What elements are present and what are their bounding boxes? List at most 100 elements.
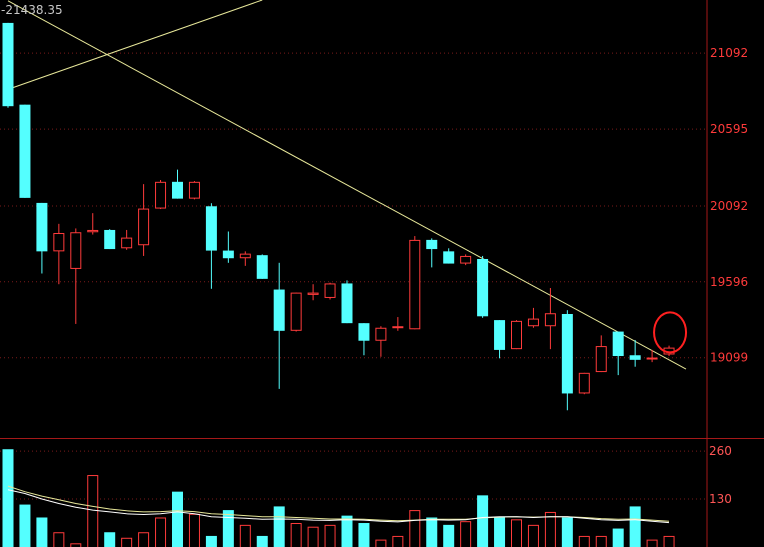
candle	[222, 231, 234, 263]
candle-body	[341, 283, 353, 324]
volume-bar	[426, 517, 438, 547]
candle	[307, 284, 319, 301]
candle-body	[392, 326, 404, 329]
volume-bar	[341, 515, 353, 547]
candle	[392, 317, 404, 331]
candle-body	[307, 292, 319, 295]
candle	[646, 349, 658, 363]
volume-bar	[2, 449, 14, 547]
trendline	[7, 0, 263, 90]
volume-bar	[612, 528, 624, 547]
candle-body	[273, 289, 285, 331]
candle	[375, 326, 387, 357]
candle-body	[172, 181, 183, 199]
candle-body	[290, 292, 302, 331]
volume-bar	[375, 539, 387, 547]
volume-bar	[290, 523, 302, 547]
candle-body	[222, 250, 234, 259]
volume-bar	[138, 532, 150, 547]
volume-bar	[273, 506, 285, 547]
candle	[188, 181, 200, 200]
candle	[2, 22, 14, 108]
price-tick-label: 19099	[710, 351, 748, 365]
candle	[87, 213, 99, 235]
volume-bars	[2, 449, 675, 547]
candle	[443, 248, 455, 264]
candle-body	[138, 208, 150, 246]
candle-body	[443, 251, 455, 264]
candle-body	[87, 229, 99, 233]
candle-body	[511, 320, 522, 350]
volume-bar	[494, 517, 506, 547]
volume-bar	[70, 543, 82, 547]
candle-body	[239, 253, 251, 259]
candle	[511, 320, 522, 350]
candle	[595, 335, 607, 373]
candle-body	[426, 239, 438, 250]
volume-bar	[460, 521, 472, 547]
candle-body	[646, 357, 658, 360]
volume-tick-label: 260	[709, 444, 732, 458]
candle-body	[612, 331, 624, 357]
volume-bar	[239, 524, 251, 547]
candle-body	[477, 258, 489, 317]
price-tick-label: 19596	[710, 275, 748, 289]
candle-body	[324, 283, 336, 298]
volume-bar	[36, 517, 48, 547]
candle-body	[121, 237, 133, 249]
volume-tick-labels: 260 130	[709, 444, 732, 506]
candle	[256, 254, 268, 279]
candle-body	[19, 104, 31, 198]
volume-bar	[53, 532, 65, 547]
price-tick-labels: 21092 20595 20092 19596 19099	[710, 46, 748, 365]
price-tick-label: 20595	[710, 122, 748, 136]
candle	[494, 320, 506, 359]
price-gridlines	[0, 52, 707, 359]
volume-bar	[646, 539, 658, 547]
volume-ma-yellow	[7, 485, 670, 522]
candle-body	[70, 232, 82, 269]
candle	[205, 203, 217, 289]
candle-body	[561, 313, 573, 394]
price-tick-label: 20092	[710, 199, 748, 213]
candle	[36, 202, 48, 274]
volume-bar	[358, 523, 370, 547]
volume-tick-label: 130	[709, 492, 732, 506]
volume-bar	[188, 513, 200, 547]
volume-bar	[595, 535, 607, 547]
volume-bar	[87, 475, 99, 547]
volume-bar	[527, 524, 539, 547]
candle	[527, 307, 539, 328]
volume-bar	[561, 517, 573, 547]
volume-bar	[578, 535, 590, 547]
candle	[409, 236, 421, 330]
volume-bar	[477, 495, 489, 547]
candle-body	[205, 206, 217, 251]
candles	[2, 22, 675, 411]
trendlines	[7, 0, 687, 370]
candle	[324, 282, 336, 300]
candle-body	[358, 323, 370, 341]
trendline	[7, 0, 687, 370]
candle	[172, 169, 183, 199]
price-tick-label: 21092	[710, 46, 748, 60]
candle-body	[2, 22, 14, 107]
candle	[426, 238, 438, 268]
candle-body	[409, 239, 421, 330]
volume-gridlines	[0, 450, 707, 500]
candle-body	[544, 313, 556, 327]
volume-bar	[307, 526, 319, 547]
volume-bar	[155, 517, 167, 547]
candle	[460, 254, 472, 266]
candle	[578, 372, 590, 395]
volume-bar	[392, 535, 404, 547]
candle-body	[595, 346, 607, 373]
candle	[104, 229, 116, 250]
candle	[239, 251, 251, 266]
candle	[477, 255, 489, 318]
volume-bar	[443, 524, 455, 547]
candle	[544, 288, 556, 350]
candle-body	[460, 255, 472, 264]
price-readout: -21438.35	[1, 3, 63, 17]
